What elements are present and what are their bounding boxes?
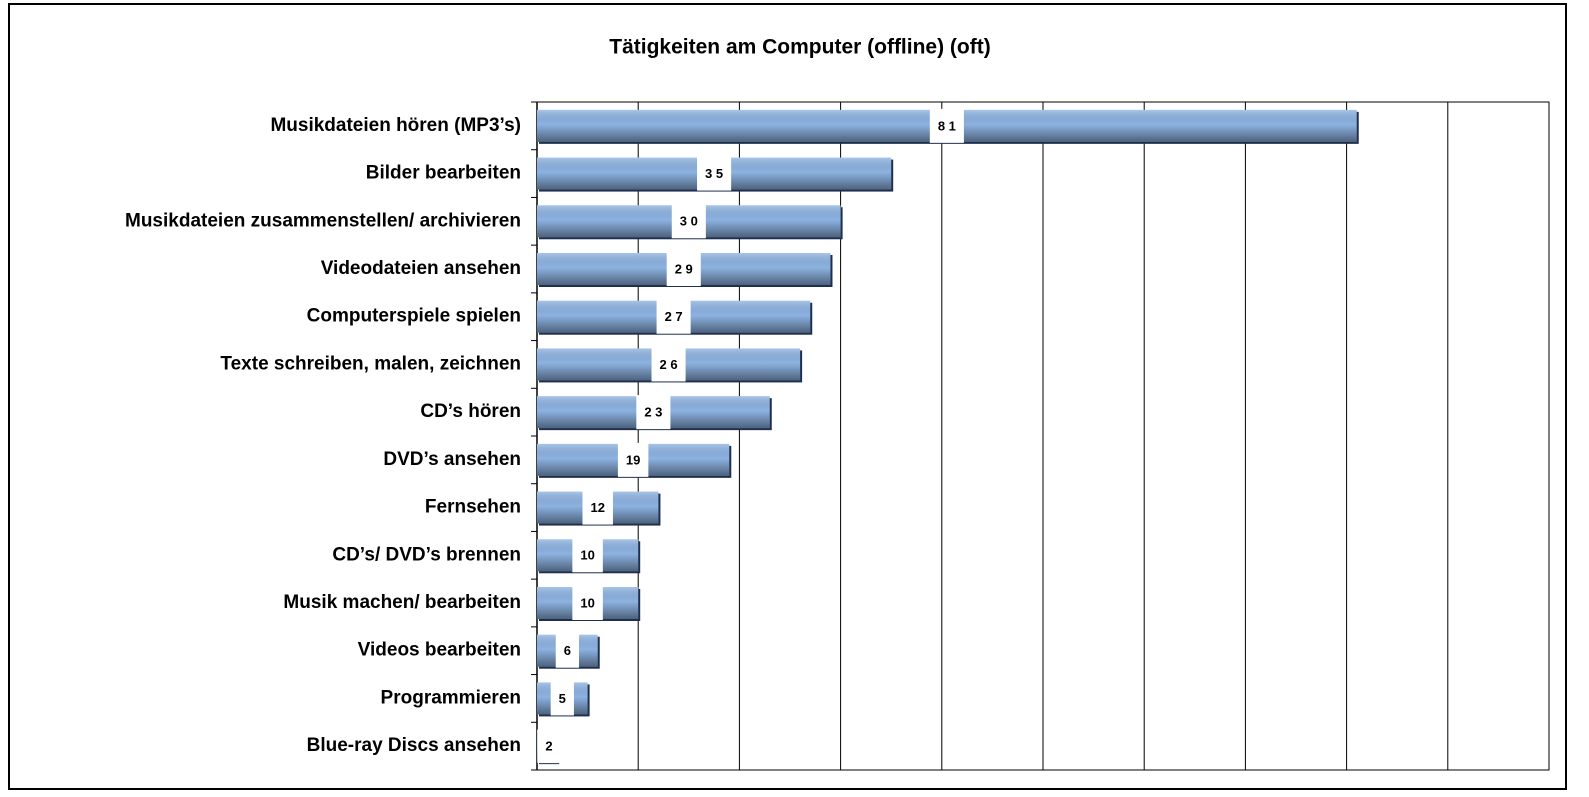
value-label: 12 [590, 500, 604, 515]
y-tick-label: Programmieren [381, 687, 521, 708]
value-label: 10 [580, 548, 594, 563]
value-label: 19 [626, 452, 640, 467]
y-tick-label: Videodateien ansehen [321, 258, 521, 279]
value-label-bg [582, 490, 613, 525]
value-label: 6 [564, 643, 571, 658]
value-label-bg [671, 204, 706, 239]
value-label-bg [572, 538, 603, 573]
value-label: 3 0 [680, 214, 698, 229]
y-tick-label: Musikdateien zusammenstellen/ archiviere… [125, 210, 521, 231]
chart-title: Tätigkeiten am Computer (offline) (oft) [609, 36, 991, 59]
value-label-bg [572, 586, 603, 620]
value-label: 10 [580, 595, 594, 610]
value-label-bg [636, 395, 671, 430]
y-tick-label: CD’s hören [420, 401, 521, 422]
value-label-bg [929, 108, 964, 143]
value-label: 3 5 [705, 166, 723, 181]
value-label: 5 [559, 691, 566, 706]
value-label: 2 [545, 739, 552, 754]
value-label: 2 6 [660, 357, 678, 372]
y-tick-label: Computerspiele spielen [307, 306, 521, 327]
y-tick-label: CD’s/ DVD’s brennen [332, 544, 521, 565]
value-label: 2 3 [644, 405, 662, 420]
y-tick-label: Musikdateien hören (MP3’s) [270, 115, 521, 136]
value-label-bg [550, 681, 574, 716]
value-label-bg [537, 729, 561, 764]
y-tick-label: Videos bearbeiten [358, 640, 521, 661]
value-label-bg [656, 299, 691, 334]
value-label: 2 7 [665, 309, 683, 324]
value-label-bg [617, 442, 649, 477]
y-tick-label: Musik machen/ bearbeiten [283, 592, 521, 613]
y-tick-label: Bilder bearbeiten [366, 163, 521, 184]
value-label-bg [555, 633, 579, 668]
value-label-bg [651, 347, 686, 382]
y-tick-label: Fernsehen [425, 497, 521, 518]
value-label-bg [666, 252, 701, 286]
value-label-bg [697, 156, 732, 191]
value-label: 2 9 [675, 261, 693, 276]
y-tick-label: Blue-ray Discs ansehen [307, 735, 521, 756]
value-label: 8 1 [938, 118, 956, 133]
y-tick-label: DVD’s ansehen [383, 449, 521, 470]
y-tick-label: Texte schreiben, malen, zeichnen [220, 353, 521, 374]
